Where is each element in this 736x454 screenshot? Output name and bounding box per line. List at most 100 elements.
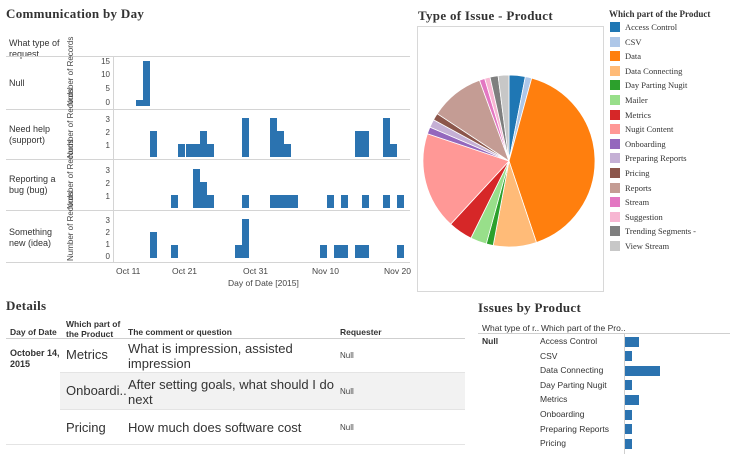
legend-item[interactable]: CSV [610,35,642,49]
legend-item[interactable]: Data [610,49,641,63]
legend-swatch [610,226,620,237]
details-row-divider [60,409,465,410]
legend-item[interactable]: Stream [610,195,649,209]
details-header-requester: Requester [340,327,382,337]
x-tick: Oct 21 [172,266,198,276]
day-bar[interactable] [136,100,144,106]
day-bar[interactable] [277,130,285,157]
day-bar[interactable] [284,143,292,157]
y-tick: 3 [105,115,110,124]
legend-label: Day Parting Nugit [625,80,688,91]
row-header: What type of request [9,38,60,59]
legend-item[interactable]: Preparing Reports [610,151,687,165]
day-bar[interactable] [178,143,186,157]
issues-bar[interactable] [625,351,632,362]
pie-slice[interactable] [422,133,510,225]
day-bar[interactable] [326,194,334,208]
day-bar[interactable] [234,244,242,258]
day-bar[interactable] [291,194,299,208]
x-tick: Oct 11 [116,266,141,276]
issues-bar[interactable] [625,365,660,376]
day-bar[interactable] [340,194,348,208]
day-bar[interactable] [340,244,348,258]
legend-label: View Stream [625,241,670,251]
row-label-support: Need help (support) [9,124,51,145]
day-bar[interactable] [397,194,405,208]
row-divider [6,210,410,211]
day-bar[interactable] [277,194,285,208]
issues-bar[interactable] [625,409,632,420]
issues-bar[interactable] [625,380,632,391]
day-bar[interactable] [354,130,362,157]
day-bar[interactable] [242,218,250,258]
day-bar[interactable] [319,244,327,258]
day-bar[interactable] [171,194,179,208]
day-bar[interactable] [270,117,278,157]
day-bar[interactable] [242,117,250,157]
day-bar[interactable] [192,168,200,208]
x-axis-label: Day of Date [2015] [228,278,299,288]
details-part[interactable]: Pricing [66,420,106,435]
legend-swatch [610,211,620,222]
day-bar[interactable] [199,181,207,208]
y-tick: 10 [101,70,110,79]
details-title: Details [6,298,47,313]
day-bar[interactable] [192,143,200,157]
day-bar[interactable] [284,194,292,208]
day-bar[interactable] [143,60,151,106]
day-bar[interactable] [171,244,179,258]
pie-slice[interactable] [508,77,596,244]
issues-bar[interactable] [625,394,639,405]
legend-item[interactable]: Data Connecting [610,64,682,78]
legend-swatch [610,241,620,251]
day-bar[interactable] [270,194,278,208]
details-comment[interactable]: How much does software cost [128,420,302,435]
day-bar[interactable] [242,194,250,208]
day-bar[interactable] [185,143,193,157]
day-bar[interactable] [150,130,158,157]
day-bar[interactable] [362,244,370,258]
legend-item[interactable]: Onboarding [610,137,666,151]
legend-label: Pricing [625,168,650,178]
legend-item[interactable]: Mailer [610,93,648,107]
issues-bar[interactable] [625,424,632,435]
day-bar[interactable] [383,194,391,208]
y-tick: 5 [105,84,110,93]
legend-item[interactable]: Nugit Content [610,122,673,136]
issues-category-label: Onboarding [540,409,585,419]
legend-swatch [610,36,620,47]
legend-item[interactable]: Trending Segments - [610,224,696,238]
day-bar[interactable] [390,143,398,157]
legend-item[interactable]: Metrics [610,108,651,122]
day-bar[interactable] [206,194,214,208]
legend-label: Suggestion [625,211,663,222]
pie-slice[interactable] [497,74,510,162]
legend-label: Trending Segments - [625,226,696,237]
day-bar[interactable] [199,130,207,157]
legend-item[interactable]: Reports [610,181,651,195]
day-bar[interactable] [354,244,362,258]
day-bar[interactable] [333,244,341,258]
legend-item[interactable]: Day Parting Nugit [610,78,687,92]
pie-chart[interactable] [417,26,602,290]
legend-swatch [610,124,620,135]
legend-item[interactable]: View Stream [610,239,669,253]
details-part[interactable]: Onboardi.. [66,383,127,398]
day-bar[interactable] [206,143,214,157]
legend-item[interactable]: Suggestion [610,210,663,224]
legend-label: Mailer [625,95,648,105]
issues-category-label: CSV [540,350,558,361]
day-bar[interactable] [150,231,158,258]
legend-item[interactable]: Access Control [610,20,677,34]
details-comment[interactable]: After setting goals, what should I do ne… [128,377,334,407]
issues-category-label: Day Parting Nugit [540,379,607,390]
day-bar[interactable] [383,117,391,157]
day-bar[interactable] [362,130,370,157]
issues-bar[interactable] [625,336,639,347]
issues-bar[interactable] [625,438,632,449]
day-bar[interactable] [397,244,405,258]
details-comment[interactable]: What is impression, assisted impression [128,341,293,371]
legend-item[interactable]: Pricing [610,166,650,180]
details-part[interactable]: Metrics [66,347,108,362]
day-bar[interactable] [362,194,370,208]
